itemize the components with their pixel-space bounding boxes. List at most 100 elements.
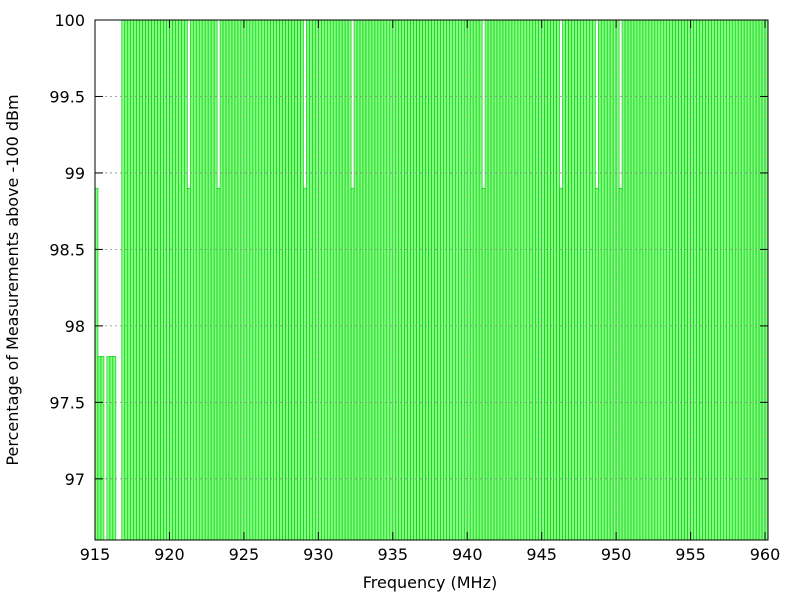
x-tick-label: 945 bbox=[526, 545, 557, 564]
histogram-bar bbox=[261, 19, 266, 541]
histogram-bar bbox=[437, 19, 441, 541]
histogram-bar bbox=[583, 19, 587, 541]
histogram-bar bbox=[100, 356, 105, 541]
histogram-bar bbox=[457, 19, 462, 541]
histogram-bar bbox=[413, 19, 417, 541]
histogram-bar bbox=[490, 19, 495, 541]
histogram-bar bbox=[577, 19, 581, 541]
histogram-bar bbox=[657, 19, 662, 541]
histogram-bar bbox=[347, 19, 352, 541]
histogram-bar bbox=[520, 19, 525, 541]
histogram-bar bbox=[511, 19, 516, 541]
histogram-bar bbox=[431, 19, 435, 541]
histogram-bar bbox=[493, 19, 498, 541]
histogram-bar bbox=[651, 19, 656, 541]
histogram-bar bbox=[416, 19, 420, 541]
histogram-bar bbox=[359, 19, 364, 541]
histogram-bar bbox=[365, 19, 370, 541]
histogram-bar bbox=[746, 19, 751, 541]
histogram-bar bbox=[368, 19, 373, 541]
histogram-bar bbox=[213, 19, 218, 541]
histogram-bar bbox=[225, 19, 230, 541]
histogram-bar bbox=[571, 19, 575, 541]
y-tick-label: 98.5 bbox=[49, 240, 85, 259]
y-axis-ticks: 97 97.5 98 98.5 99 99.5 100 bbox=[49, 11, 768, 489]
histogram-bar bbox=[743, 19, 748, 541]
histogram-bar bbox=[752, 19, 757, 541]
histogram-bar bbox=[502, 19, 507, 541]
x-tick-label: 925 bbox=[229, 545, 260, 564]
histogram-bar bbox=[758, 19, 763, 541]
histogram-bar bbox=[258, 19, 263, 541]
histogram-bar bbox=[344, 19, 349, 541]
histogram-bar bbox=[428, 19, 432, 541]
histogram-bar bbox=[231, 19, 236, 541]
histogram-bar bbox=[154, 19, 158, 541]
histogram-bar bbox=[318, 19, 322, 541]
histogram-bar bbox=[532, 19, 537, 541]
x-axis-ticks: 915 920 925 930 935 940 945 950 955 960 bbox=[80, 20, 780, 564]
histogram-bar bbox=[684, 19, 688, 541]
histogram-bar bbox=[749, 19, 754, 541]
histogram-bar bbox=[449, 19, 453, 541]
histogram-bar bbox=[240, 19, 245, 541]
histogram-bar bbox=[446, 19, 450, 541]
x-tick-label: 950 bbox=[601, 545, 632, 564]
histogram-bar bbox=[580, 19, 584, 541]
histogram-bar bbox=[726, 19, 730, 541]
histogram-bar bbox=[523, 19, 528, 541]
histogram-bar bbox=[705, 19, 709, 541]
histogram-bar bbox=[145, 19, 149, 541]
histogram-bar bbox=[219, 19, 224, 541]
histogram-bar bbox=[499, 19, 504, 541]
histogram-bar bbox=[204, 19, 209, 541]
histogram-bar bbox=[597, 19, 602, 541]
histogram-bar bbox=[175, 19, 179, 541]
histogram-bar bbox=[505, 19, 510, 541]
histogram-bar bbox=[455, 19, 459, 541]
histogram-bar bbox=[508, 19, 513, 541]
histogram-bar bbox=[189, 19, 194, 541]
histogram-bar bbox=[538, 19, 542, 541]
histogram-bar bbox=[270, 19, 274, 541]
histogram-bar bbox=[398, 19, 403, 541]
histogram-bar bbox=[216, 187, 221, 541]
histogram-bar bbox=[377, 19, 382, 541]
y-tick-label: 97.5 bbox=[49, 393, 85, 412]
histogram-bar bbox=[550, 19, 554, 541]
histogram-bar bbox=[574, 19, 578, 541]
histogram-bar bbox=[672, 19, 676, 541]
histogram-bar bbox=[151, 19, 155, 541]
histogram-bar bbox=[133, 19, 137, 541]
histogram-bar bbox=[222, 19, 227, 541]
histogram-bar bbox=[761, 19, 766, 541]
histogram-bar bbox=[487, 19, 492, 541]
histogram-bar bbox=[484, 19, 489, 541]
histogram-bar bbox=[273, 19, 277, 541]
histogram-bar bbox=[594, 187, 599, 541]
histogram-bar bbox=[130, 19, 135, 541]
histogram-bar bbox=[556, 19, 560, 541]
histogram-bar bbox=[452, 19, 456, 541]
histogram-bar bbox=[627, 19, 632, 541]
histogram-bar bbox=[300, 19, 304, 541]
histogram-bar bbox=[160, 19, 164, 541]
histogram-bar bbox=[312, 19, 316, 541]
histogram-bar bbox=[97, 356, 102, 541]
histogram-bar bbox=[228, 19, 233, 541]
histogram-bar bbox=[335, 19, 340, 541]
histogram-bar bbox=[106, 356, 111, 541]
histogram-bar bbox=[475, 19, 480, 541]
y-axis-label: Percentage of Measurements above -100 dB… bbox=[3, 94, 22, 465]
histogram-bar bbox=[687, 19, 691, 541]
histogram-bar bbox=[309, 19, 313, 541]
histogram-bar bbox=[443, 19, 447, 541]
histogram-bar bbox=[636, 19, 641, 541]
histogram-bar bbox=[434, 19, 438, 541]
histogram-bar bbox=[234, 19, 239, 541]
y-tick-label: 97 bbox=[65, 470, 85, 489]
x-tick-label: 955 bbox=[675, 545, 706, 564]
histogram-bar bbox=[696, 19, 700, 541]
histogram-bar bbox=[303, 187, 307, 541]
